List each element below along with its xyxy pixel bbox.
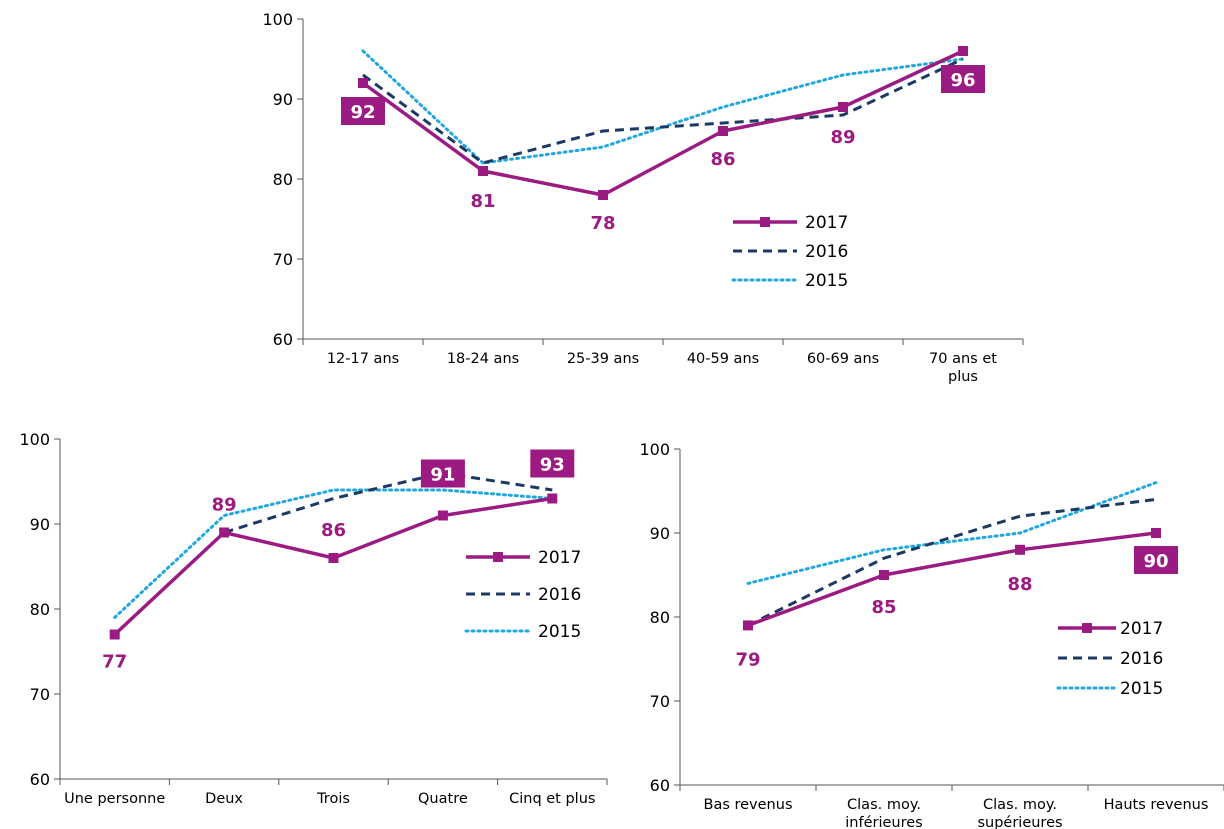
series-line-2015 xyxy=(746,481,1158,585)
legend-label: 2015 xyxy=(805,271,848,291)
y-tick-label: 70 xyxy=(273,250,293,269)
x-tick-label: Clas. moy. inférieures xyxy=(845,797,922,829)
x-tick-label: 40-59 ans xyxy=(687,351,759,367)
data-label: 85 xyxy=(871,597,896,618)
y-tick-label: 100 xyxy=(639,440,670,459)
data-label: 77 xyxy=(102,652,127,673)
legend-label: 2016 xyxy=(1120,649,1163,669)
series-line-2015 xyxy=(113,488,554,619)
data-label: 89 xyxy=(212,495,237,516)
data-label: 92 xyxy=(350,102,375,123)
legend-label: 2017 xyxy=(805,213,848,233)
x-tick-label: 18-24 ans xyxy=(447,351,519,367)
data-point-2017 xyxy=(879,570,889,580)
data-label-box xyxy=(341,97,385,125)
y-tick-label: 60 xyxy=(30,770,50,789)
data-point-2017 xyxy=(1015,544,1025,555)
data-label: 96 xyxy=(950,70,975,91)
x-tick-label: Cinq et plus xyxy=(509,791,595,807)
data-label: 86 xyxy=(321,520,346,541)
y-tick-label: 60 xyxy=(273,330,293,349)
x-tick-label: Trois xyxy=(316,791,350,807)
y-tick-label: 70 xyxy=(30,685,50,704)
x-tick-label: 60-69 ans xyxy=(807,351,879,367)
data-point-2017 xyxy=(328,553,339,563)
data-label: 91 xyxy=(430,465,455,486)
series-line-2016 xyxy=(113,471,553,636)
y-tick-label: 60 xyxy=(650,776,670,795)
x-tick-label: Deux xyxy=(205,791,243,807)
legend-label: 2016 xyxy=(805,242,848,262)
x-tick-label: 25-39 ans xyxy=(567,351,639,367)
data-label: 93 xyxy=(540,455,565,476)
x-tick-label: Bas revenus xyxy=(704,797,793,813)
data-label: 81 xyxy=(470,191,495,212)
data-point-2017 xyxy=(743,620,753,631)
data-point-2017 xyxy=(718,126,728,136)
x-tick-label: Quatre xyxy=(418,791,468,807)
y-tick-label: 100 xyxy=(262,10,293,29)
legend-label: 2017 xyxy=(538,548,581,568)
x-tick-label: Hauts revenus xyxy=(1104,797,1209,813)
series-line-2015 xyxy=(361,49,965,165)
data-point-2017 xyxy=(958,46,968,56)
data-point-2017 xyxy=(219,527,230,538)
data-label-box xyxy=(1134,546,1178,574)
series-line-2017 xyxy=(113,496,553,636)
data-point-2017 xyxy=(1151,528,1161,538)
data-point-2017 xyxy=(358,78,368,88)
data-label-box xyxy=(420,459,465,488)
chart-age-groups: 60 70 80 90 100 12-17 ans 18-24 ans 25-39 ans 40… xyxy=(262,10,1024,385)
y-tick-label: 70 xyxy=(650,692,670,711)
data-point-2017 xyxy=(478,166,488,176)
data-point-2017 xyxy=(598,190,608,200)
y-tick-label: 80 xyxy=(650,608,670,627)
series-line-2016 xyxy=(362,57,964,165)
data-point-2017 xyxy=(437,510,448,521)
x-tick-label: 12-17 ans xyxy=(327,351,399,367)
legend-label: 2017 xyxy=(1120,619,1163,639)
y-tick-label: 100 xyxy=(19,430,50,449)
data-label: 90 xyxy=(1143,551,1168,572)
data-point-2017 xyxy=(838,102,848,112)
series-line-2017 xyxy=(361,49,964,197)
data-point-2017 xyxy=(547,493,558,504)
x-tick-label: Clas. moy. supérieures xyxy=(977,797,1062,829)
y-tick-label: 80 xyxy=(273,170,293,189)
legend-marker xyxy=(493,552,503,562)
series-line-2016 xyxy=(747,497,1157,627)
y-tick-label: 90 xyxy=(273,90,293,109)
data-label: 89 xyxy=(830,127,855,148)
legend-marker xyxy=(760,217,770,227)
data-label: 79 xyxy=(735,649,760,670)
series-line-2017 xyxy=(747,531,1157,628)
data-label: 86 xyxy=(710,149,735,170)
legend-label: 2015 xyxy=(538,622,581,642)
y-tick-label: 90 xyxy=(30,515,50,534)
legend-label: 2015 xyxy=(1120,679,1163,699)
y-tick-label: 90 xyxy=(650,524,670,543)
data-label: 78 xyxy=(590,213,615,234)
x-tick-label: Une personne xyxy=(64,791,165,807)
legend-label: 2016 xyxy=(538,585,581,605)
chart-income-class: 60 70 80 90 100 Bas revenus Clas. moy. inférieu… xyxy=(639,440,1224,829)
data-label-box xyxy=(941,65,985,93)
data-label-box xyxy=(530,449,575,478)
y-tick-label: 80 xyxy=(30,600,50,619)
legend-marker xyxy=(1082,623,1092,633)
data-point-2017 xyxy=(109,629,120,640)
chart-household-size: 60 70 80 90 100 Une personne Deux Trois Quatre Ci… xyxy=(19,430,608,807)
data-label: 88 xyxy=(1007,574,1032,595)
x-tick-label: 70 ans et plus xyxy=(929,351,997,385)
